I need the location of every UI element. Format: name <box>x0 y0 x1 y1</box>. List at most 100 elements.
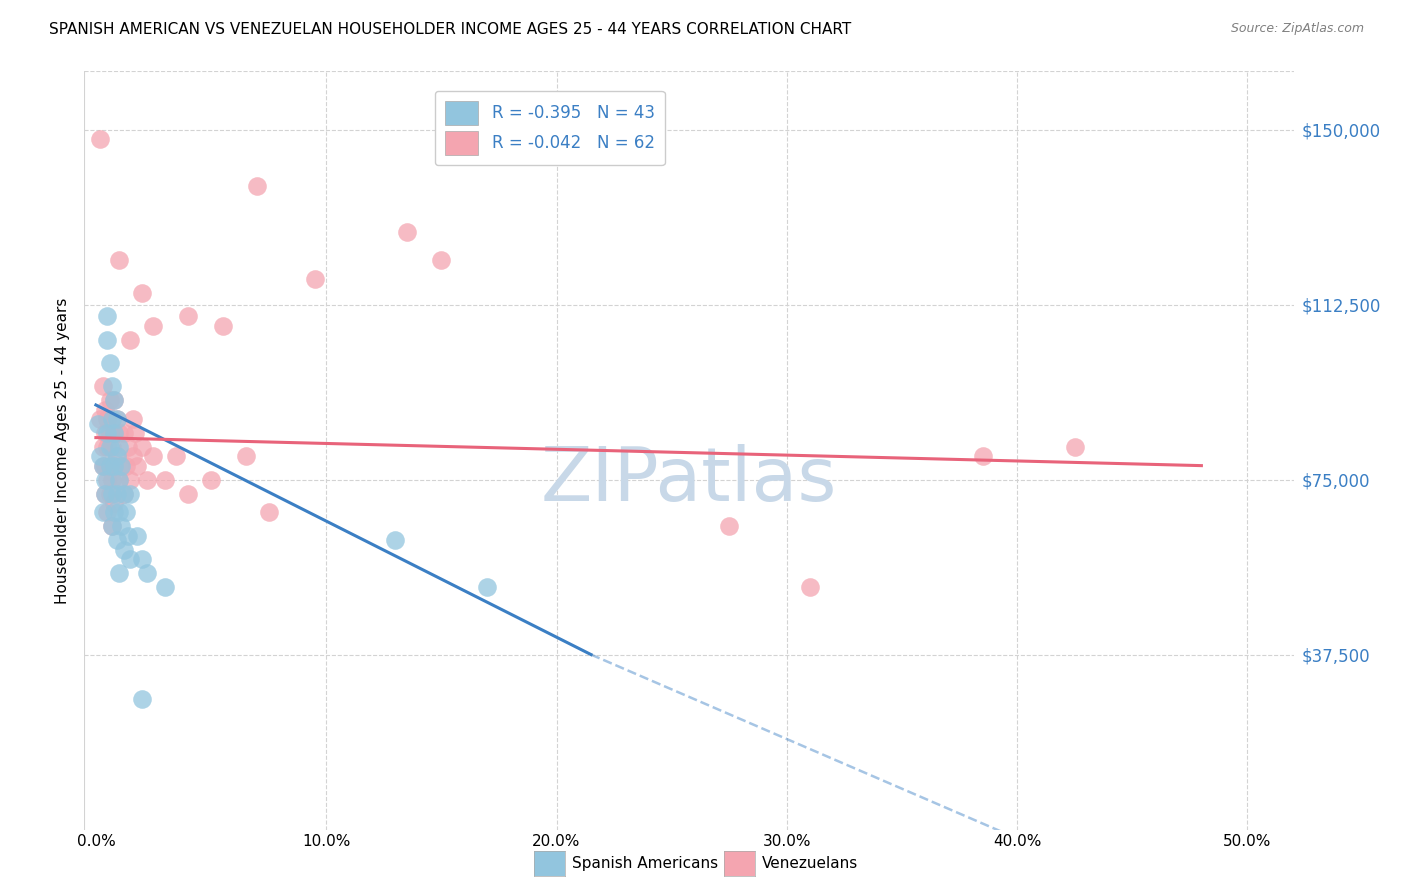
Point <box>101 440 124 454</box>
Point <box>135 473 157 487</box>
Point <box>304 272 326 286</box>
Point <box>91 440 114 454</box>
Point <box>110 519 132 533</box>
Point <box>96 412 118 426</box>
Point <box>114 458 136 473</box>
Point <box>114 505 136 519</box>
Point <box>94 402 117 417</box>
Point <box>153 580 176 594</box>
Point <box>121 450 143 464</box>
Point <box>395 225 418 239</box>
Point <box>103 505 125 519</box>
Point <box>96 440 118 454</box>
Point <box>131 692 153 706</box>
Point <box>972 450 994 464</box>
Point <box>96 505 118 519</box>
Point <box>105 450 128 464</box>
Point <box>177 310 200 324</box>
Point <box>112 486 135 500</box>
Point <box>120 333 142 347</box>
Point <box>200 473 222 487</box>
Point <box>98 486 121 500</box>
Point <box>211 318 233 333</box>
Point <box>103 458 125 473</box>
Point <box>91 458 114 473</box>
Point <box>477 580 499 594</box>
Point <box>105 533 128 548</box>
Point <box>103 458 125 473</box>
Point <box>101 519 124 533</box>
Point <box>94 486 117 500</box>
Point <box>105 450 128 464</box>
Point <box>127 528 149 542</box>
Point <box>120 486 142 500</box>
Point <box>103 425 125 440</box>
Point <box>103 393 125 408</box>
Point <box>112 542 135 557</box>
Point <box>384 533 406 548</box>
Point <box>257 505 280 519</box>
Point <box>98 458 121 473</box>
Point <box>101 486 124 500</box>
Point <box>124 425 146 440</box>
Point <box>135 566 157 580</box>
Point <box>91 379 114 393</box>
Text: ZIPatlas: ZIPatlas <box>541 444 837 517</box>
Point <box>120 552 142 566</box>
Point <box>89 412 111 426</box>
Point <box>108 505 131 519</box>
Point <box>96 473 118 487</box>
Point <box>89 132 111 146</box>
Text: Source: ZipAtlas.com: Source: ZipAtlas.com <box>1230 22 1364 36</box>
Point <box>127 458 149 473</box>
Point <box>101 519 124 533</box>
Point <box>94 486 117 500</box>
Point <box>98 393 121 408</box>
Point <box>110 458 132 473</box>
Point <box>105 412 128 426</box>
Point <box>101 473 124 487</box>
Point <box>108 440 131 454</box>
Point <box>94 458 117 473</box>
Point <box>1063 440 1085 454</box>
Point <box>98 425 121 440</box>
Point <box>103 393 125 408</box>
Point <box>108 253 131 268</box>
Point <box>117 528 139 542</box>
Point <box>718 519 741 533</box>
Point <box>96 425 118 440</box>
Point <box>112 486 135 500</box>
Point <box>117 440 139 454</box>
Point <box>108 425 131 440</box>
Point <box>235 450 257 464</box>
Point <box>121 412 143 426</box>
Point <box>142 318 165 333</box>
Point <box>112 425 135 440</box>
Point <box>131 440 153 454</box>
Point <box>103 425 125 440</box>
Y-axis label: Householder Income Ages 25 - 44 years: Householder Income Ages 25 - 44 years <box>55 297 70 604</box>
Point <box>105 486 128 500</box>
Point <box>94 425 117 440</box>
Point <box>94 473 117 487</box>
Point <box>177 486 200 500</box>
Point <box>98 356 121 370</box>
Legend: R = -0.395   N = 43, R = -0.042   N = 62: R = -0.395 N = 43, R = -0.042 N = 62 <box>434 91 665 165</box>
Point <box>108 473 131 487</box>
Point <box>166 450 188 464</box>
Point <box>131 552 153 566</box>
Point <box>89 450 111 464</box>
Text: SPANISH AMERICAN VS VENEZUELAN HOUSEHOLDER INCOME AGES 25 - 44 YEARS CORRELATION: SPANISH AMERICAN VS VENEZUELAN HOUSEHOLD… <box>49 22 852 37</box>
Point <box>87 417 110 431</box>
Point <box>131 285 153 300</box>
Point <box>108 566 131 580</box>
Point <box>430 253 453 268</box>
Point <box>105 412 128 426</box>
Point <box>96 310 118 324</box>
Point <box>103 496 125 510</box>
Point <box>799 580 821 594</box>
Point <box>120 473 142 487</box>
Point <box>246 178 269 193</box>
Point <box>91 458 114 473</box>
Point <box>96 333 118 347</box>
